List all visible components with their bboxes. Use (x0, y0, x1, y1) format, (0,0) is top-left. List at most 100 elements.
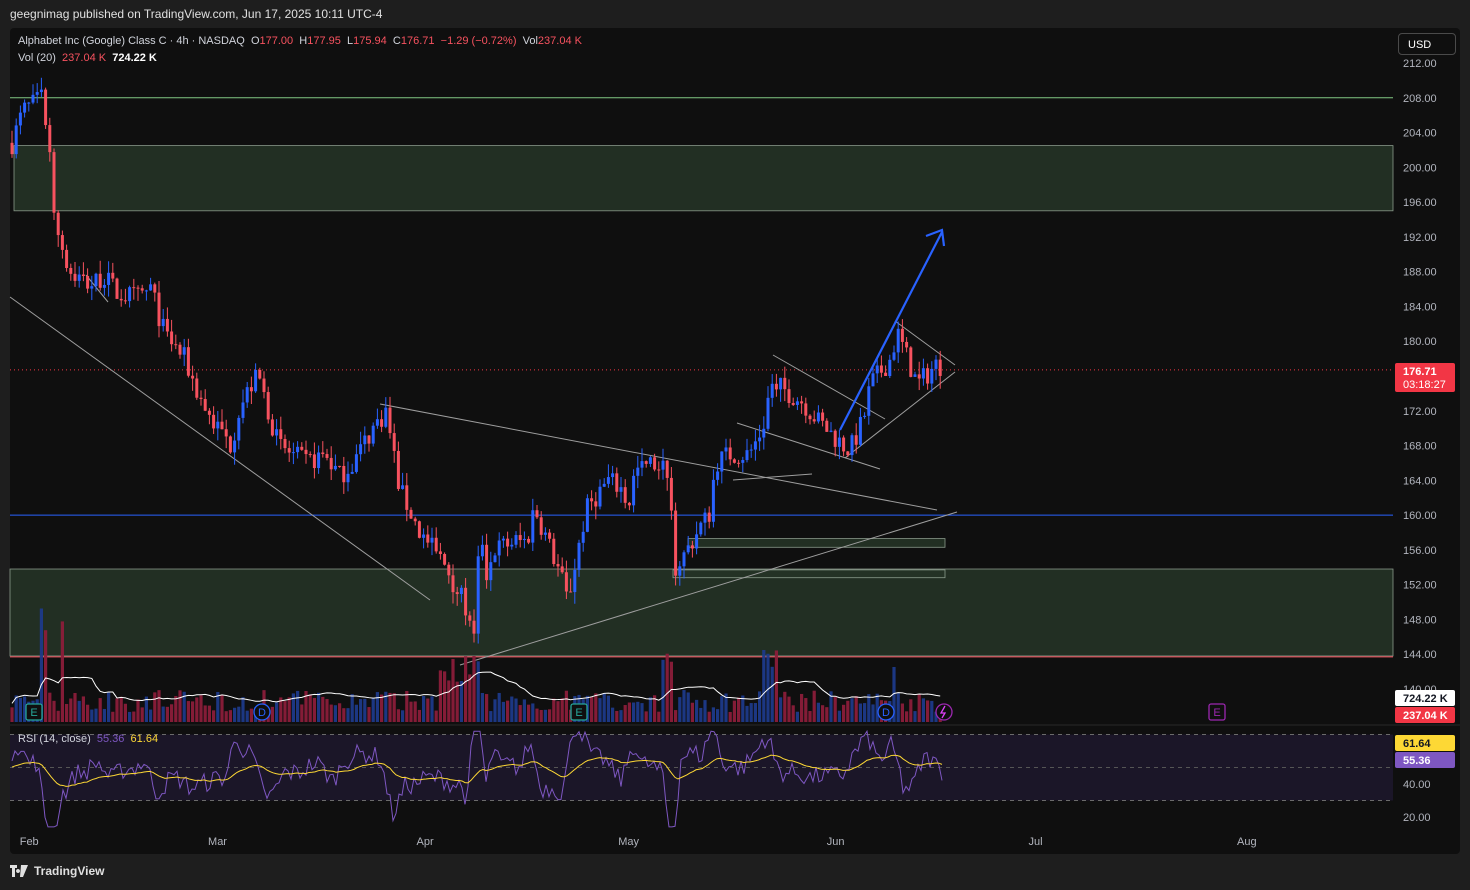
candle-body (304, 449, 308, 455)
candle-body (741, 460, 745, 463)
volume-bar (720, 696, 724, 722)
candle-body (489, 562, 493, 581)
volume-bar (648, 697, 652, 722)
candle-body (23, 102, 27, 113)
volume-bar (858, 703, 862, 722)
volume-bar (674, 710, 678, 722)
volume-bar (485, 694, 489, 722)
candle-body (447, 564, 451, 576)
split-event-icon (935, 703, 953, 721)
candle-body (661, 460, 665, 470)
price-badge-bg (1395, 363, 1455, 392)
volume-bar (690, 702, 694, 722)
volume-bar (762, 649, 766, 722)
volume-bar (291, 693, 295, 722)
volume-bar (871, 704, 875, 722)
volume-bar (207, 705, 211, 722)
volume-bar (657, 711, 661, 722)
volume-bar (699, 707, 703, 722)
volume-bar (644, 711, 648, 722)
change-value: −1.29 (−0.72%) (440, 35, 517, 47)
volume-bar (161, 706, 165, 722)
candle-body (737, 462, 741, 464)
volume-bar (300, 704, 304, 722)
currency-button[interactable]: USD (1398, 33, 1456, 55)
volume-bar (69, 698, 73, 722)
volume-bar (56, 710, 60, 722)
volume-bar (728, 711, 732, 722)
price-badge: 176.71 (1403, 366, 1437, 378)
candle-body (451, 575, 455, 593)
x-tick-label: Feb (20, 836, 39, 848)
vol-badge-bg (1395, 707, 1455, 723)
candle-body (682, 552, 686, 567)
candle-body (174, 344, 178, 346)
open-label: O (250, 35, 260, 47)
candle-body (65, 249, 69, 268)
candle-body (619, 487, 623, 492)
volume-bar (371, 698, 375, 722)
trendline (459, 511, 958, 666)
candle-body (531, 510, 535, 543)
volume-bar (816, 702, 820, 722)
symbol-name[interactable]: Alphabet Inc (Google) Class C · 4h · NAS… (18, 35, 245, 47)
candle-body (52, 152, 56, 213)
candle-body (875, 365, 879, 374)
rsi-label[interactable]: RSI (14, close) (18, 733, 91, 745)
event-marker (1208, 703, 1226, 721)
vol-label: Vol (522, 35, 538, 47)
volume-bar (430, 696, 434, 722)
volume-bar (594, 693, 598, 722)
volume-bar (107, 692, 111, 722)
candle-body (657, 469, 661, 471)
candle-body (480, 544, 484, 557)
volume-bar (892, 667, 896, 722)
tradingview-logo-icon (10, 865, 28, 877)
candle-body (245, 387, 249, 403)
candle-body (212, 414, 216, 429)
volume-bar (468, 674, 472, 722)
volume-bar (228, 710, 232, 722)
volume-bar (632, 702, 636, 722)
volume-bar (921, 698, 925, 722)
candle-body (527, 538, 531, 543)
volume-bar (283, 701, 287, 722)
volume-bar (539, 709, 543, 722)
candle-body (573, 569, 577, 593)
candle-body (186, 347, 190, 376)
volume-bar (917, 693, 921, 722)
volume-bar (753, 703, 757, 722)
candle-body (926, 368, 930, 384)
trendline (894, 320, 956, 366)
candle-body (266, 392, 270, 420)
vol20-label[interactable]: Vol (20) (18, 52, 56, 64)
candle-body (485, 544, 489, 581)
volume-bar (535, 708, 539, 722)
low-label: L (347, 35, 354, 47)
volume-bar (317, 692, 321, 722)
volume-bar (451, 658, 455, 722)
event-letter: E (1213, 707, 1220, 719)
y-tick-label: 156.00 (1403, 545, 1437, 557)
candle-body (732, 459, 736, 463)
volume-bar (140, 707, 144, 722)
volume-bar (10, 707, 14, 722)
candle-body (627, 502, 631, 506)
candle-body (77, 274, 81, 281)
volume-bar (157, 690, 161, 722)
volume-bar (636, 701, 640, 722)
tradingview-brand[interactable]: TradingView (34, 864, 105, 878)
volume-ma-line (11, 671, 941, 704)
candle-body (216, 421, 220, 429)
candle-body (228, 436, 232, 453)
volume-bar (829, 691, 833, 722)
volume-bar (476, 661, 480, 722)
high-label: H (299, 35, 308, 47)
volume-bar (875, 693, 879, 722)
candle-body (854, 435, 858, 445)
candle-body (590, 498, 594, 502)
volume-bar (224, 711, 228, 722)
volume-bar (342, 708, 346, 722)
volume-bar (619, 710, 623, 722)
